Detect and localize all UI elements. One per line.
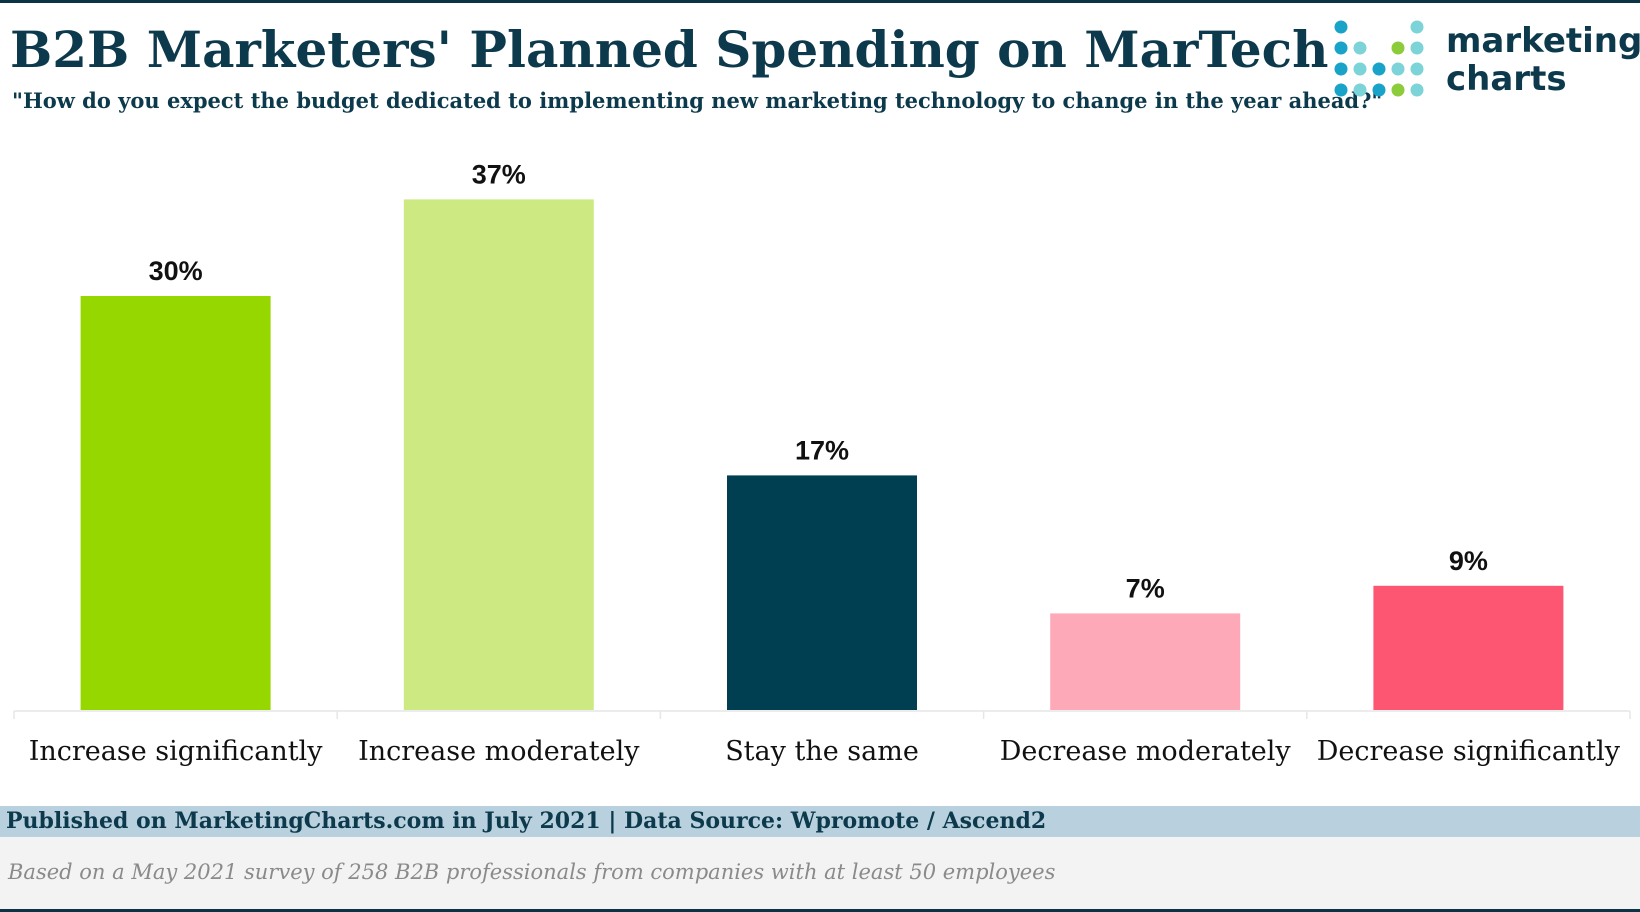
footer-note-band: Based on a May 2021 survey of 258 B2B pr… [0,837,1640,909]
bar-value-label: 7% [1126,573,1165,603]
bar-value-label: 30% [149,256,203,286]
bottom-rule [0,909,1640,912]
logo-dots-icon [1334,20,1424,97]
logo-dot [1410,41,1424,55]
chart-title: B2B Marketers' Planned Spending on MarTe… [10,20,1329,79]
value-labels-group: 30% 37% 17% 7% 9% [149,159,1488,603]
category-label: Decrease significantly [1317,736,1621,767]
logo-dot [1410,62,1424,76]
category-labels-group: Increase significantly Increase moderatel… [29,736,1621,767]
logo-dot [1410,20,1424,34]
logo-text-line2: charts [1446,59,1567,99]
bar-chart: 30%37%17%7%9% Increase significantly Incr… [13,159,1631,767]
chart-subtitle: "How do you expect the budget dedicated … [12,88,1383,113]
logo-wordmark: marketing charts [1446,22,1640,98]
logo-dot [1353,62,1367,76]
logo-dot [1391,62,1405,76]
bar-stay-the-same [727,475,917,710]
bar-increase-moderately [403,199,594,710]
footer-note-text: Based on a May 2021 survey of 258 B2B pr… [8,860,1056,884]
bar-value-label: 17% [795,435,849,465]
logo-dot [1391,41,1405,55]
bar-value-label: 9% [1449,546,1488,576]
bar-increase-significantly [80,296,271,710]
category-label: Decrease moderately [1000,736,1292,767]
logo-dot [1353,83,1367,97]
category-label: Increase moderately [358,736,640,767]
logo-dot [1334,41,1348,55]
x-axis-group [13,710,1631,719]
footer-source-band: Published on MarketingCharts.com in July… [0,806,1640,837]
bar-value-label: 37% [472,159,526,189]
bar-decrease-significantly [1373,585,1564,710]
logo-dot [1372,83,1386,97]
logo-dot [1334,83,1348,97]
logo-text-line1: marketing [1446,21,1640,61]
marketingcharts-logo[interactable]: marketing charts [1334,18,1640,108]
logo-dot [1391,83,1405,97]
footer-source-text: Published on MarketingCharts.com in July… [6,808,1047,834]
logo-dot [1372,62,1386,76]
logo-dot [1410,83,1424,97]
logo-dot [1353,41,1367,55]
top-rule [0,0,1640,3]
logo-dot [1334,20,1348,34]
bar-decrease-moderately [1050,613,1241,710]
logo-dot [1334,62,1348,76]
bars-group [80,199,1564,710]
category-label: Stay the same [725,736,919,767]
category-label: Increase significantly [29,736,323,767]
